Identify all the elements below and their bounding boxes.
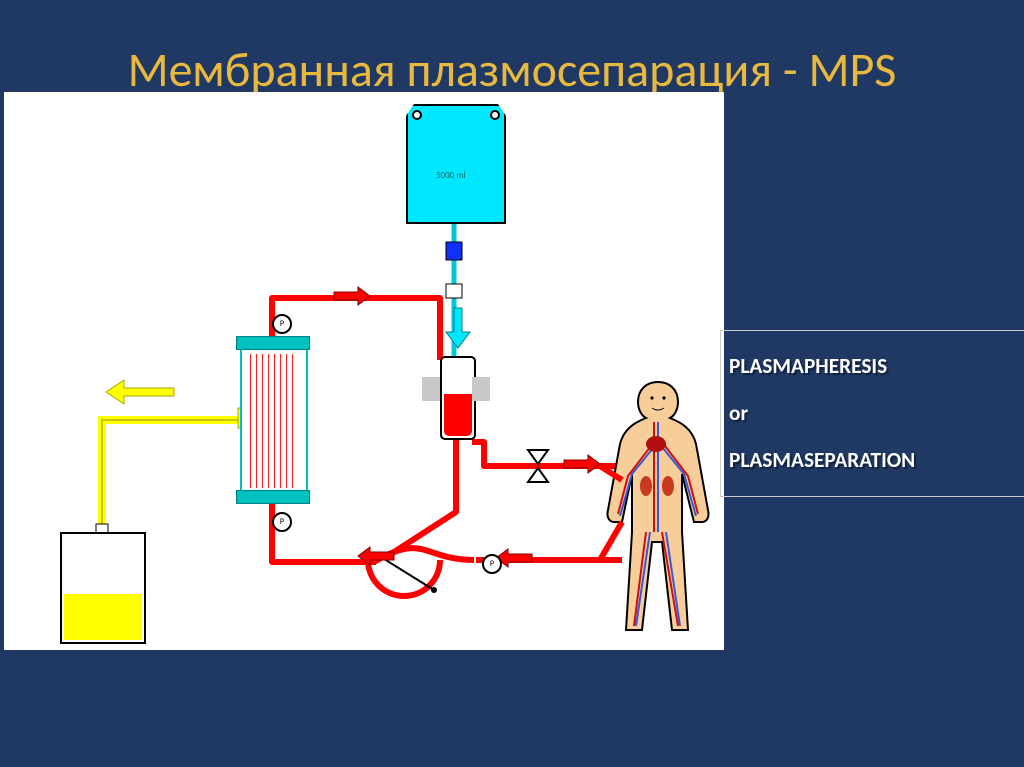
bag-eyelet-icon (412, 110, 422, 120)
drip-chamber (440, 356, 476, 440)
filter-cap (236, 336, 310, 350)
side-label-line3: PLASMASEPARATION (729, 437, 1024, 484)
side-label-line2: or (729, 390, 1024, 437)
substitute-bag-label: 5000 ml (436, 170, 466, 181)
chamber-holder (422, 377, 440, 401)
filter-cap (236, 490, 310, 504)
human-body-icon (607, 382, 708, 630)
waste-fill (64, 594, 142, 640)
plasma-waste-bag (60, 532, 146, 644)
membrane-filter (240, 344, 308, 498)
filter-fibers-icon (250, 354, 298, 488)
substitute-fluid-bag: 5000 ml (406, 104, 506, 224)
side-label-line1: PLASMAPHERESIS (729, 343, 1024, 390)
slide-title: Мембранная плазмосепарация - MPS (0, 40, 1024, 99)
diagram-area: 5000 ml P P P (4, 92, 724, 650)
pressure-gauge-icon: P (482, 554, 502, 574)
side-label-plasmapheresis: PLASMAPHERESIS or PLASMASEPARATION (720, 330, 1024, 497)
pressure-gauge-icon: P (272, 512, 292, 532)
chamber-blood-fill (444, 394, 472, 436)
bag-eyelet-icon (490, 110, 500, 120)
pressure-gauge-icon: P (272, 314, 292, 334)
chamber-holder (472, 377, 490, 401)
